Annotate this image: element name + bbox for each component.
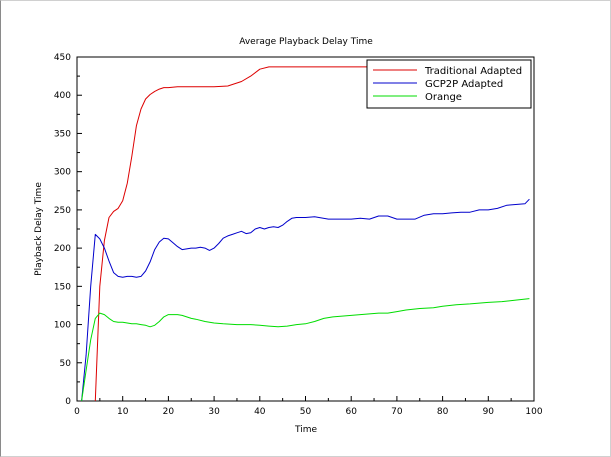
x-tick-label: 90	[483, 407, 495, 417]
y-tick-label: 400	[54, 91, 71, 101]
y-tick-label: 0	[65, 397, 71, 407]
legend-box	[366, 59, 532, 109]
y-tick-label: 350	[54, 129, 71, 139]
y-tick-label: 150	[54, 282, 71, 292]
series-line-3	[81, 298, 530, 402]
x-tick-label: 50	[300, 407, 312, 417]
legend-label: GCP2P Adapted	[425, 79, 503, 90]
plot-area	[76, 56, 535, 402]
x-tick-label: 70	[391, 407, 403, 417]
x-tick-label: 60	[345, 407, 357, 417]
tick-layer: 0 10 20 30 40 50 60 70 80 90 100 0 50 100 150 200 250 300…	[54, 53, 543, 417]
x-tick-label: 100	[525, 407, 542, 417]
y-tick-label: 300	[54, 168, 71, 178]
y-tick-label: 450	[54, 53, 71, 63]
x-tick-label: 40	[254, 407, 266, 417]
series-layer	[81, 66, 530, 402]
y-axis-title: Playback Delay Time	[34, 182, 44, 276]
x-tick-label: 30	[208, 407, 220, 417]
x-tick-label: 10	[117, 407, 129, 417]
y-tick-label: 100	[54, 321, 71, 331]
y-tick-label: 200	[54, 244, 71, 254]
y-tick-label: 250	[54, 206, 71, 216]
legend-label: Traditional Adapted	[424, 66, 522, 77]
x-tick-label: 20	[163, 407, 175, 417]
series-line-2	[81, 198, 530, 402]
x-tick-label: 0	[74, 407, 80, 417]
legend-label: Orange	[425, 92, 462, 103]
series-line-1	[94, 66, 530, 402]
x-tick-label: 80	[437, 407, 449, 417]
y-tick-label: 50	[60, 359, 72, 369]
chart-title: Average Playback Delay Time	[239, 37, 373, 47]
legend: Traditional Adapted GCP2P Adapted Orange	[366, 59, 532, 109]
x-axis-title: Time	[294, 425, 317, 435]
